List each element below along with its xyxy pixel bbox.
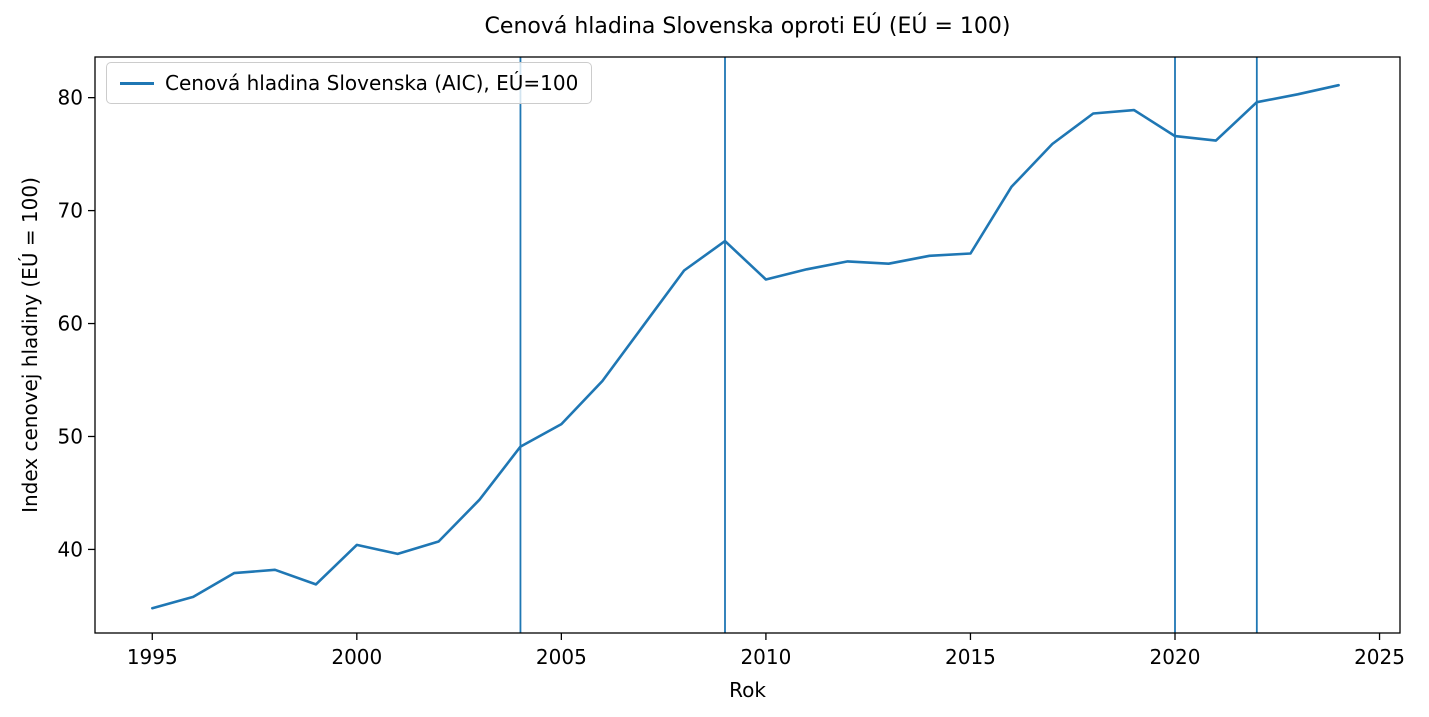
plot-frame (94, 56, 1401, 634)
y-tick-label: 60 (58, 312, 83, 336)
y-tick-label: 50 (58, 424, 83, 448)
x-tick-label: 2005 (536, 645, 587, 669)
y-axis-label: Index cenovej hladiny (EÚ = 100) (18, 177, 42, 513)
y-tick-label: 40 (58, 537, 83, 561)
legend-line-sample-icon (120, 81, 154, 85)
x-tick-label: 2025 (1354, 645, 1405, 669)
y-tick-label: 70 (58, 199, 83, 223)
x-tick-label: 2015 (945, 645, 996, 669)
x-tick-label: 2000 (331, 645, 382, 669)
y-tick-label: 80 (58, 86, 83, 110)
price-line-series (151, 83, 1340, 610)
x-tick-label: 2010 (740, 645, 791, 669)
chart-title: Cenová hladina Slovenska oproti EÚ (EÚ =… (484, 14, 1011, 39)
legend-label: Cenová hladina Slovenska (AIC), EÚ=100 (165, 71, 579, 95)
x-tick-label: 2020 (1150, 645, 1201, 669)
x-tick-label: 1995 (127, 645, 178, 669)
x-axis-label: Rok (729, 678, 766, 702)
legend: Cenová hladina Slovenska (AIC), EÚ=100 (106, 62, 593, 104)
